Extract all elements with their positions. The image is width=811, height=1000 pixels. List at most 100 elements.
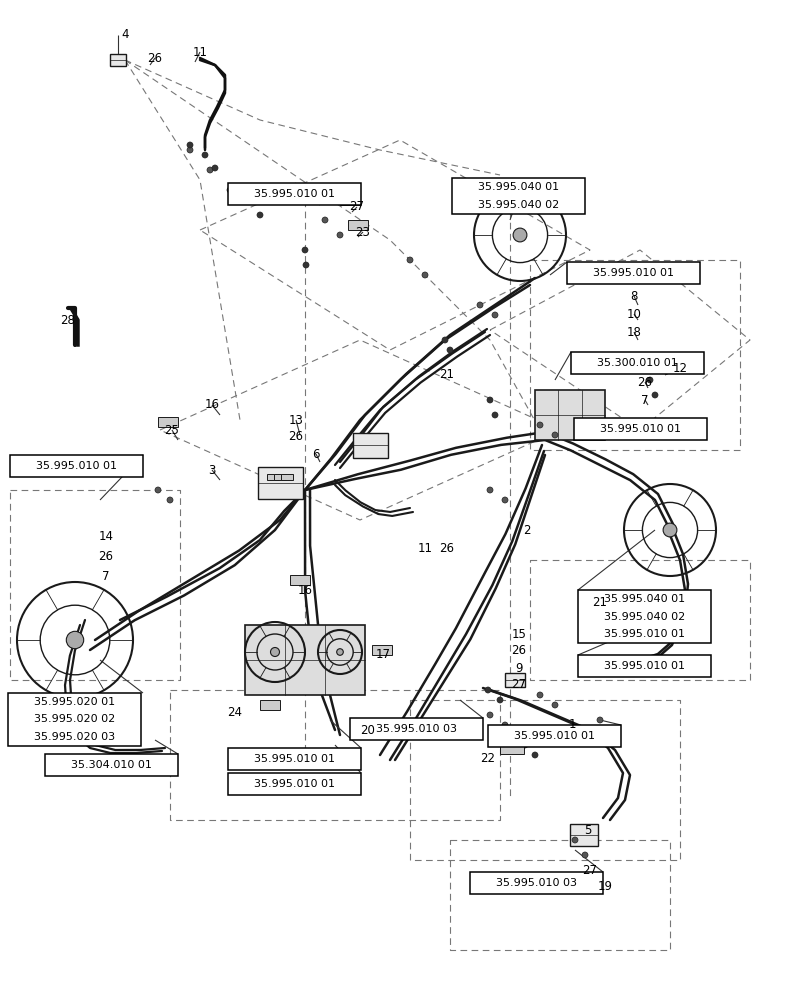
Text: 35.995.010 01: 35.995.010 01	[513, 731, 594, 741]
Circle shape	[496, 697, 502, 703]
Text: 3: 3	[208, 464, 216, 477]
Circle shape	[536, 692, 543, 698]
Bar	[257, 467, 303, 499]
Bar	[228, 748, 361, 770]
Bar	[452, 178, 584, 214]
Text: 26: 26	[439, 542, 454, 554]
Bar	[500, 742, 523, 754]
Text: 35.995.010 01: 35.995.010 01	[603, 661, 684, 671]
Text: 28: 28	[61, 314, 75, 326]
Text: 10: 10	[626, 308, 641, 320]
Circle shape	[441, 337, 448, 343]
Text: 24: 24	[227, 706, 242, 718]
Text: 26: 26	[98, 550, 114, 562]
Text: 2: 2	[522, 524, 530, 536]
Text: 35.995.040 02: 35.995.040 02	[603, 611, 684, 621]
Bar	[487, 725, 620, 747]
Circle shape	[227, 187, 233, 193]
Bar	[340, 195, 359, 205]
Bar	[228, 773, 361, 795]
Circle shape	[422, 272, 427, 278]
Text: 5: 5	[584, 824, 591, 836]
Text: 18: 18	[626, 326, 641, 338]
Text: 7: 7	[102, 570, 109, 582]
Text: 14: 14	[98, 530, 114, 542]
Bar	[158, 417, 178, 427]
Circle shape	[501, 497, 508, 503]
Text: 35.995.010 03: 35.995.010 03	[375, 724, 457, 734]
Circle shape	[67, 631, 84, 649]
Circle shape	[501, 722, 508, 728]
Bar	[273, 474, 285, 480]
Circle shape	[476, 302, 483, 308]
Text: 27: 27	[581, 863, 597, 876]
Text: 35.304.010 01: 35.304.010 01	[71, 760, 152, 770]
Circle shape	[571, 837, 577, 843]
Circle shape	[521, 742, 527, 748]
Circle shape	[155, 487, 161, 493]
Circle shape	[551, 702, 557, 708]
Text: 26: 26	[148, 51, 162, 64]
Text: 7: 7	[641, 393, 648, 406]
Bar	[267, 474, 279, 480]
Circle shape	[651, 392, 657, 398]
Bar	[260, 700, 280, 710]
Circle shape	[247, 197, 253, 203]
Bar	[577, 590, 710, 643]
Circle shape	[484, 687, 491, 693]
Text: 35.995.010 01: 35.995.010 01	[603, 629, 684, 639]
Text: 35.995.040 01: 35.995.040 01	[603, 594, 684, 604]
Circle shape	[337, 649, 343, 655]
Circle shape	[663, 523, 676, 537]
Text: 35.995.010 01: 35.995.010 01	[592, 268, 673, 278]
Text: 1: 1	[568, 718, 575, 732]
Text: 17: 17	[375, 648, 390, 662]
Text: 35.995.040 01: 35.995.040 01	[478, 182, 559, 192]
Circle shape	[270, 648, 279, 656]
Text: 6: 6	[312, 448, 320, 460]
Circle shape	[487, 397, 492, 403]
Bar	[569, 824, 597, 846]
Text: 27: 27	[349, 200, 364, 214]
Bar	[45, 754, 178, 776]
Text: 12: 12	[672, 361, 687, 374]
Bar	[10, 455, 143, 477]
Circle shape	[207, 167, 212, 173]
Text: 20: 20	[360, 724, 375, 736]
Circle shape	[187, 147, 193, 153]
Bar	[504, 673, 525, 687]
Bar	[566, 262, 699, 284]
Circle shape	[187, 142, 193, 148]
Text: 35.995.010 01: 35.995.010 01	[254, 189, 335, 199]
Text: 35.995.010 03: 35.995.010 03	[496, 878, 577, 888]
Text: 11: 11	[417, 542, 432, 554]
Circle shape	[646, 377, 652, 383]
Text: 16: 16	[297, 584, 312, 596]
Circle shape	[536, 422, 543, 428]
Text: 15: 15	[511, 628, 526, 641]
Circle shape	[257, 212, 263, 218]
Bar	[470, 872, 603, 894]
Circle shape	[202, 152, 208, 158]
Text: 35.995.040 02: 35.995.040 02	[478, 200, 559, 210]
Text: 35.300.010 01: 35.300.010 01	[596, 358, 677, 368]
Bar	[8, 693, 141, 746]
Circle shape	[446, 347, 453, 353]
Text: 22: 22	[480, 752, 495, 764]
Bar	[577, 655, 710, 677]
Bar	[281, 474, 293, 480]
Circle shape	[337, 232, 342, 238]
Bar	[350, 718, 483, 740]
Text: 35.995.010 01: 35.995.010 01	[254, 779, 335, 789]
Circle shape	[513, 228, 526, 242]
Text: 35.995.020 02: 35.995.020 02	[34, 714, 115, 724]
Text: 9: 9	[515, 662, 522, 674]
Bar	[534, 390, 604, 440]
Bar	[570, 352, 703, 374]
Text: 19: 19	[597, 880, 611, 892]
Circle shape	[584, 727, 590, 733]
Bar	[109, 54, 126, 66]
Circle shape	[596, 717, 603, 723]
Text: 21: 21	[592, 595, 607, 608]
Circle shape	[531, 752, 538, 758]
